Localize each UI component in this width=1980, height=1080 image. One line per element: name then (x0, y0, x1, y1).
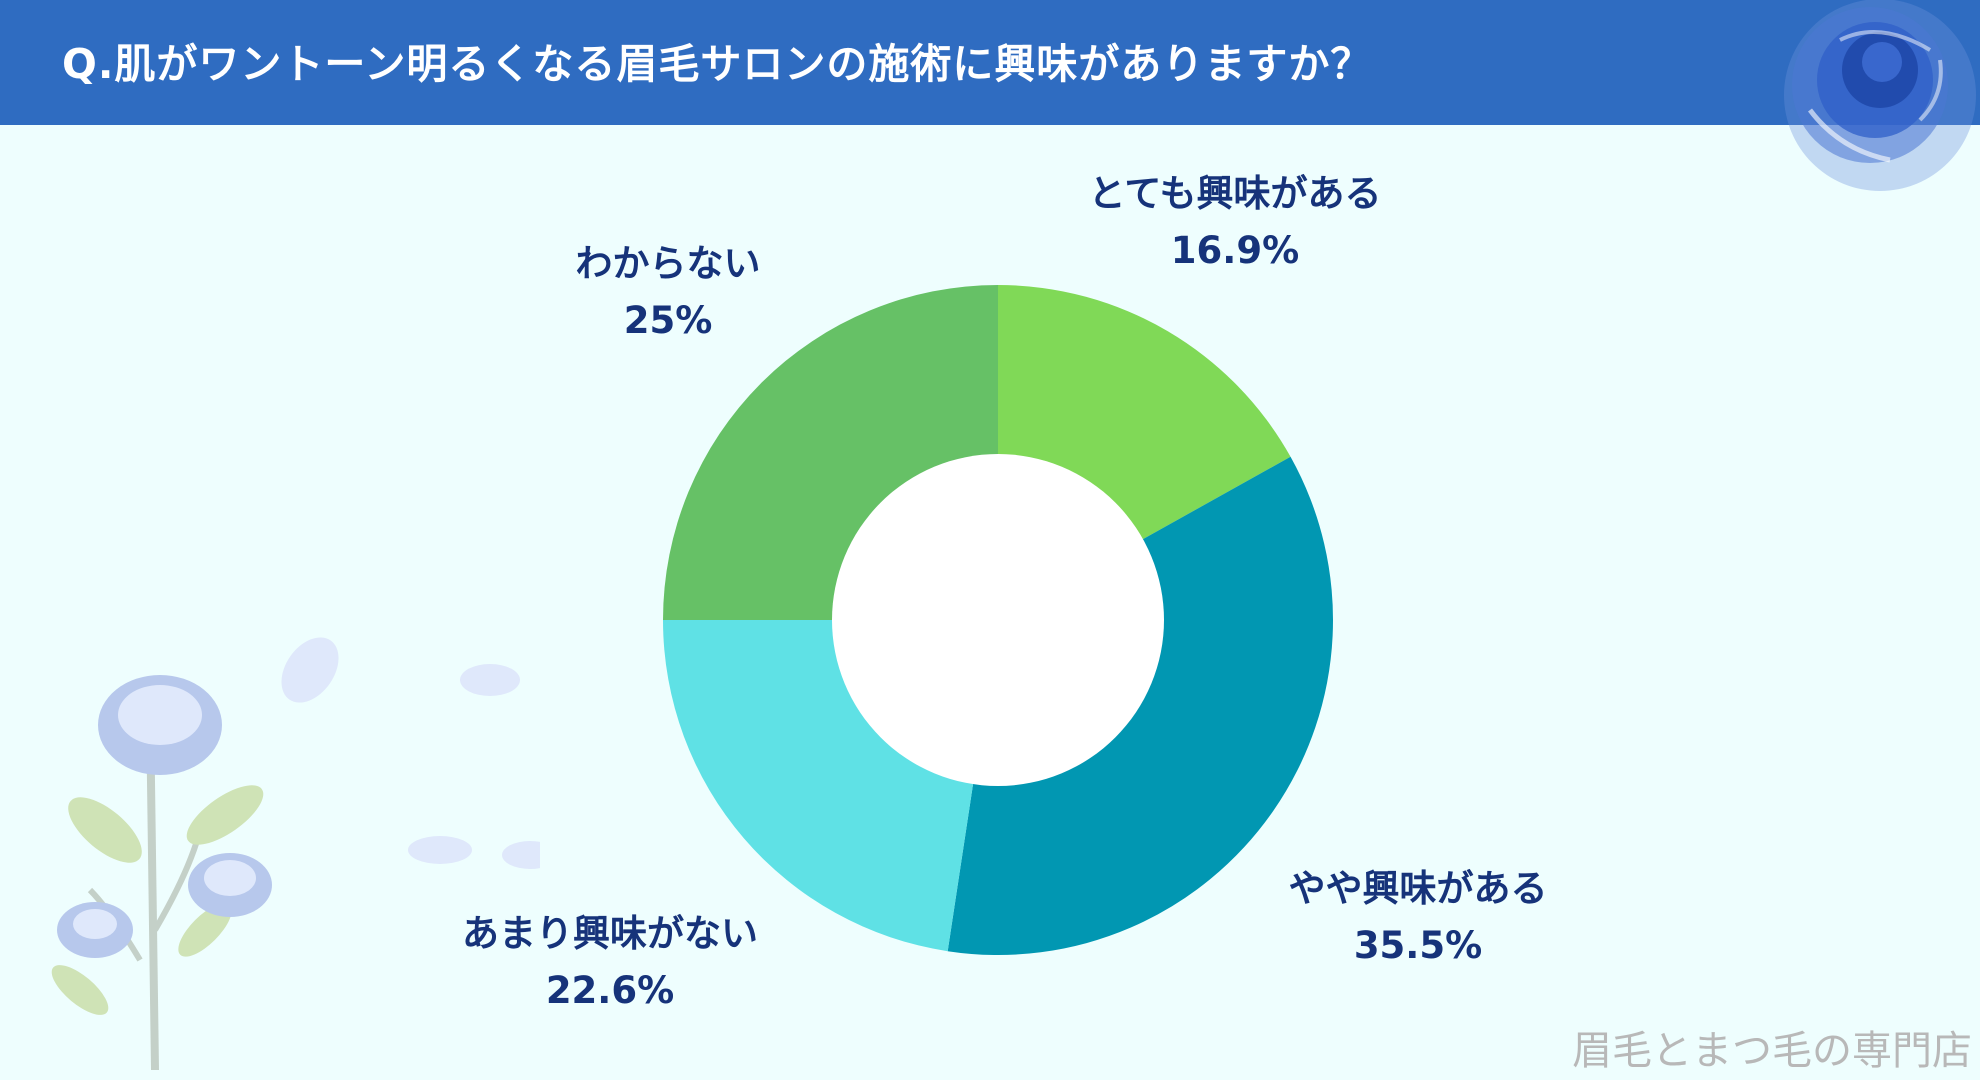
rose-decoration-icon (1784, 0, 1976, 191)
footer-brand: 眉毛とまつ毛の専門店 (1572, 1028, 1972, 1074)
slice-label-value: 16.9% (1170, 229, 1300, 272)
flower-decoration-icon (51, 637, 540, 1071)
slice-label-text: とても興味がある (1088, 172, 1382, 215)
slice-label-text: わからない (575, 242, 761, 285)
slice-label-unknown: わからない 25% (576, 235, 761, 349)
slice-label-somewhat-interested: やや興味がある 35.5% (1289, 860, 1548, 974)
page-title: Q.肌がワントーン明るくなる眉毛サロンの施術に興味がありますか？ (62, 40, 1373, 88)
slice-label-value: 25% (623, 299, 713, 342)
slice-label-value: 35.5% (1353, 924, 1483, 967)
slice-label-value: 22.6% (545, 969, 675, 1012)
pie-slice-somewhat-interested (947, 456, 1334, 955)
slice-label-very-interested: とても興味がある 16.9% (1088, 165, 1381, 279)
donut-hole (832, 454, 1164, 786)
slice-label-text: やや興味がある (1288, 867, 1548, 910)
slice-label-text: あまり興味がない (462, 912, 758, 955)
slice-label-not-very-interested: あまり興味がない 22.6% (462, 905, 758, 1019)
header-bar: Q.肌がワントーン明るくなる眉毛サロンの施術に興味がありますか？ (0, 0, 1980, 125)
